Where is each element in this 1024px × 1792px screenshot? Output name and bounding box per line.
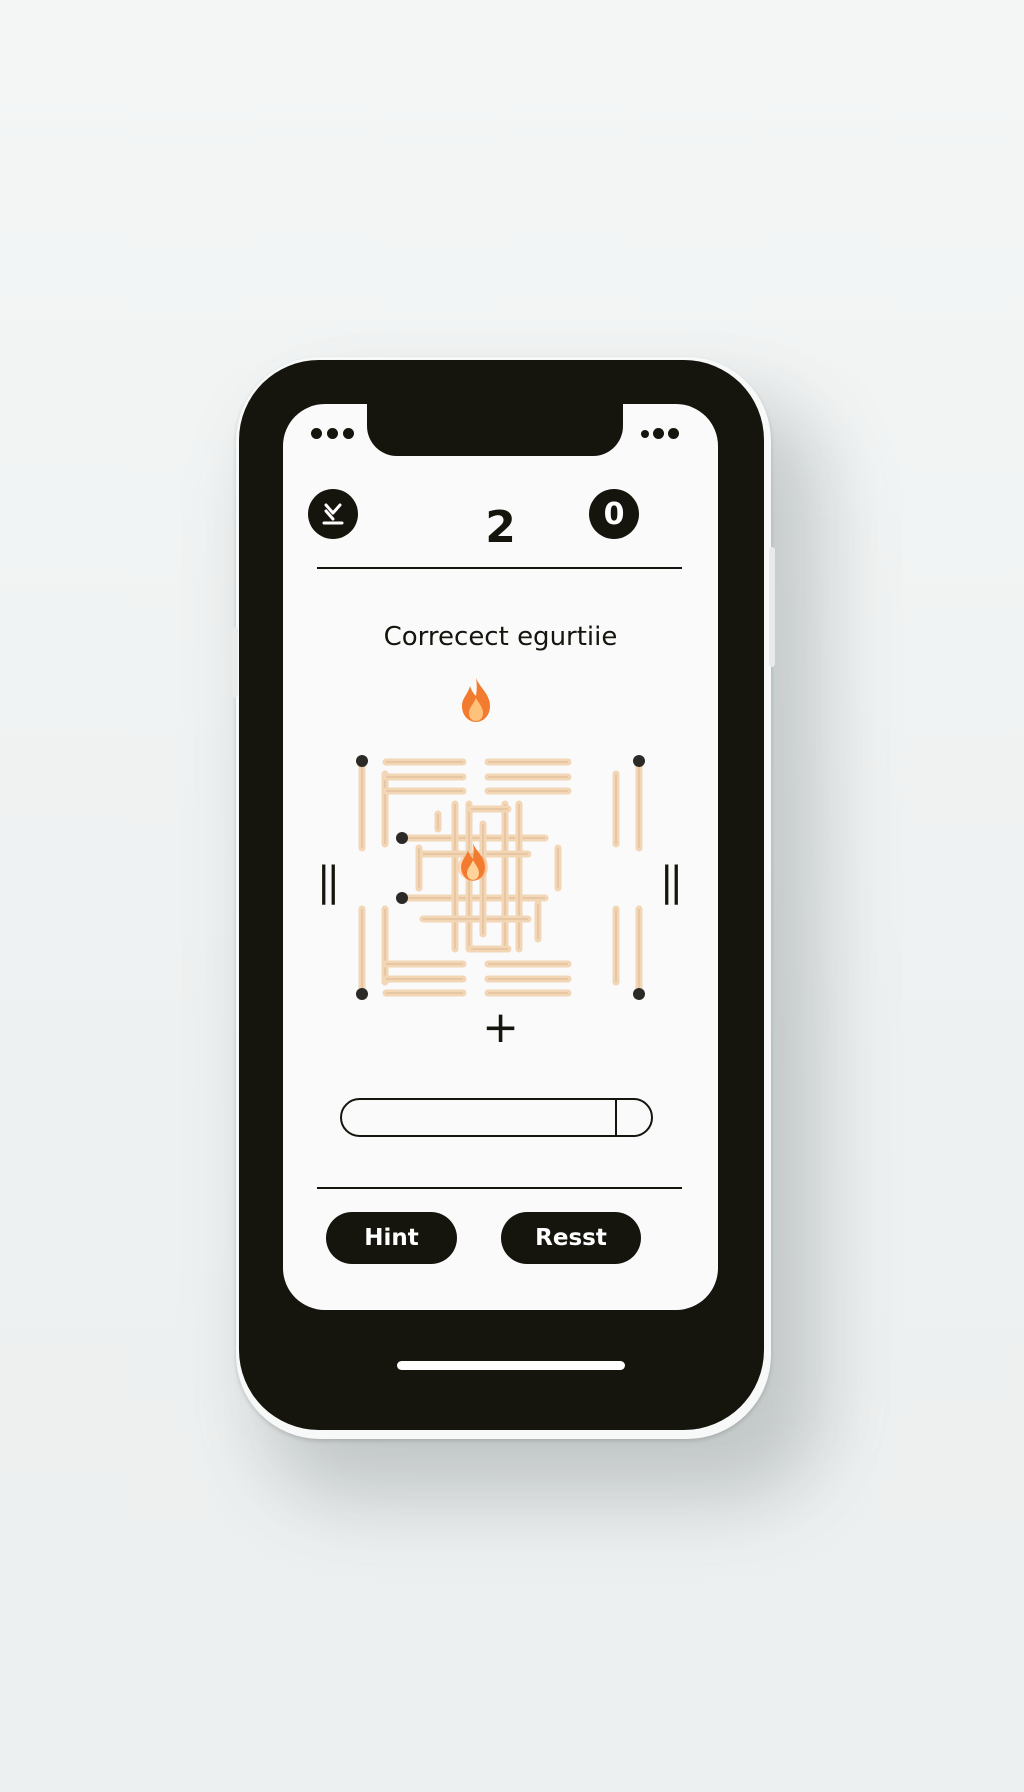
game-screen: 2 0 Correcect egurtiie || || + — [283, 404, 718, 1310]
answer-cursor — [615, 1100, 617, 1135]
matchstick[interactable] — [356, 755, 368, 852]
reset-button[interactable]: Resst — [501, 1212, 641, 1264]
home-indicator[interactable] — [397, 1361, 625, 1370]
status-dots-icon — [641, 428, 679, 439]
matchstick[interactable] — [396, 892, 549, 904]
plus-operator: + — [482, 1002, 519, 1053]
side-button-right — [769, 547, 775, 667]
zero-icon[interactable]: 0 — [589, 489, 639, 539]
matchstick[interactable] — [633, 755, 645, 852]
notch — [367, 404, 623, 456]
hint-button[interactable]: Hint — [326, 1212, 457, 1264]
answer-input[interactable] — [340, 1098, 653, 1137]
hint-button-label: Hint — [364, 1225, 419, 1251]
header-divider — [317, 567, 682, 569]
right-operator: || — [660, 859, 683, 905]
match-head — [356, 988, 368, 1000]
left-operator: || — [317, 859, 340, 905]
zero-glyph: 0 — [603, 496, 625, 532]
phone-bezel: 2 0 Correcect egurtiie || || + — [239, 360, 764, 1430]
side-button-left — [232, 627, 238, 697]
level-number: 2 — [485, 502, 516, 553]
reset-button-label: Resst — [535, 1225, 607, 1251]
match-head — [633, 988, 645, 1000]
puzzle-title: Correcect egurtiie — [383, 622, 618, 652]
center-flame-icon — [457, 843, 489, 881]
three-dots-icon — [311, 428, 354, 439]
flame-icon — [462, 678, 490, 722]
footer-divider — [317, 1187, 682, 1189]
download-icon[interactable] — [308, 489, 358, 539]
phone-frame: 2 0 Correcect egurtiie || || + — [232, 357, 775, 1439]
